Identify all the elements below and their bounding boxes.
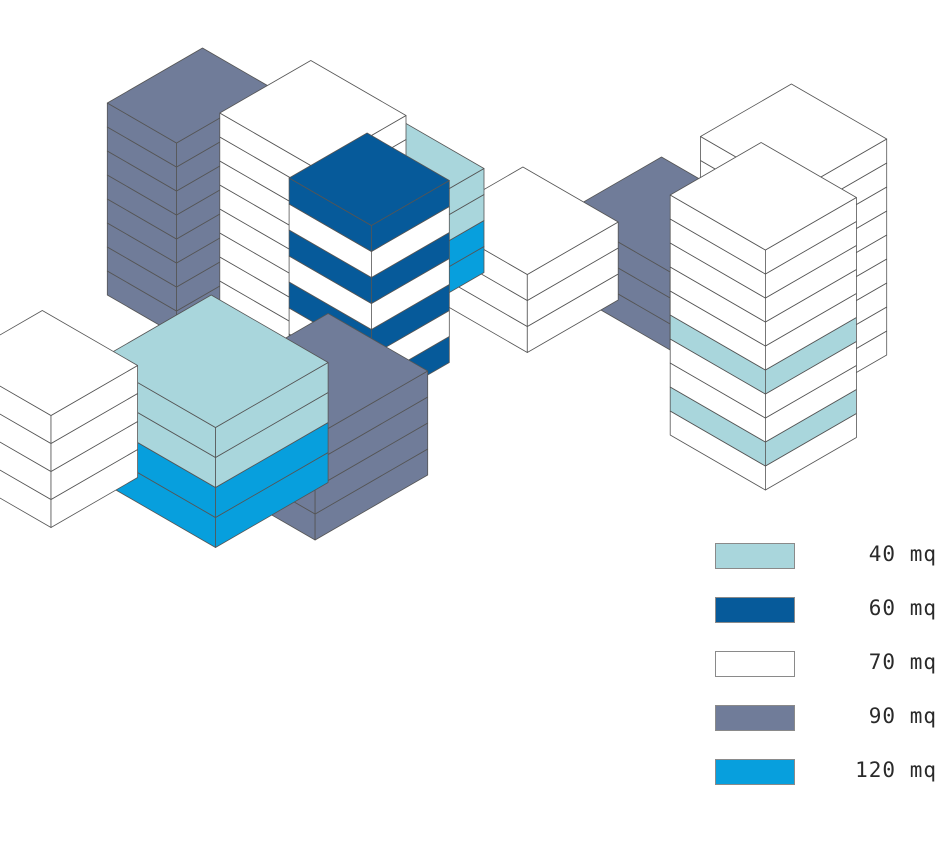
legend-label-120: 120 mq bbox=[855, 758, 937, 782]
legend-label-60: 60 mq bbox=[868, 596, 937, 620]
block-left-grey-roof bbox=[106, 47, 273, 144]
legend-label-40: 40 mq bbox=[868, 542, 937, 566]
legend-swatch-70 bbox=[715, 651, 795, 677]
block-center-striped-roof bbox=[288, 132, 450, 226]
block-right-tower-roof bbox=[669, 142, 857, 251]
legend-label-90: 90 mq bbox=[868, 704, 937, 728]
legend-swatch-40 bbox=[715, 543, 795, 569]
legend-swatch-60 bbox=[715, 597, 795, 623]
legend-label-70: 70 mq bbox=[868, 650, 937, 674]
block-bottom-white-roof bbox=[0, 310, 139, 416]
legend-swatch-120 bbox=[715, 759, 795, 785]
block-bottom-cyan-roof bbox=[98, 294, 329, 428]
legend-swatch-90 bbox=[715, 705, 795, 731]
